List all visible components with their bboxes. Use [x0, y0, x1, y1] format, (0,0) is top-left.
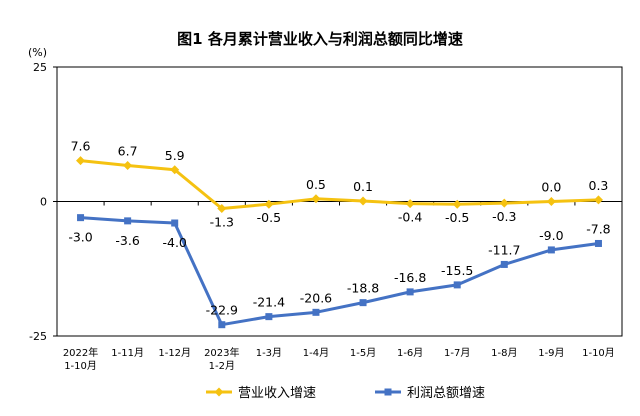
data-label: -3.6	[115, 233, 139, 248]
data-label: 7.6	[71, 139, 91, 154]
chart-title: 图1 各月累计营业收入与利润总额同比增速	[177, 30, 463, 48]
data-point	[406, 288, 414, 296]
data-label: -20.6	[300, 290, 332, 305]
data-point	[312, 308, 320, 316]
data-point	[547, 246, 555, 254]
legend-label: 营业收入增速	[238, 386, 316, 401]
data-label: -9.0	[539, 228, 563, 243]
y-tick-label: 25	[33, 61, 47, 74]
data-point	[452, 199, 462, 209]
series-line-profit	[80, 216, 599, 327]
data-point	[77, 214, 85, 222]
data-label: 6.7	[118, 143, 138, 158]
x-tick-label: 2023年	[204, 346, 239, 359]
x-tick-label: 1-11月	[111, 347, 144, 359]
x-tick-label: 1-10月	[64, 360, 97, 372]
data-label: 0.5	[306, 177, 326, 192]
x-tick-label: 1-9月	[538, 347, 564, 359]
data-label: 0.0	[541, 180, 561, 195]
data-point	[123, 160, 133, 170]
data-point	[500, 260, 508, 268]
data-label: -4.0	[163, 235, 187, 250]
legend-marker	[384, 388, 392, 396]
data-point	[217, 203, 227, 213]
data-label: -3.0	[68, 230, 92, 245]
y-tick-label: -25	[29, 330, 47, 343]
data-point	[405, 199, 415, 209]
x-tick-label: 1-4月	[303, 347, 329, 359]
legend-label: 利润总额增速	[407, 386, 485, 401]
data-label: 5.9	[165, 148, 185, 163]
data-point	[499, 198, 509, 208]
data-label: -18.8	[347, 281, 379, 296]
data-label: -1.3	[210, 214, 234, 229]
data-point	[76, 156, 86, 166]
data-label: -0.4	[398, 210, 422, 225]
data-point	[218, 321, 226, 329]
data-point	[593, 195, 603, 205]
series-line-revenue	[80, 159, 599, 210]
data-point	[359, 299, 367, 307]
data-point	[594, 239, 602, 247]
legend-marker	[214, 387, 224, 397]
x-tick-label: 1-6月	[397, 347, 423, 359]
data-label: -11.7	[488, 242, 520, 257]
x-tick-label: 1-10月	[582, 347, 615, 359]
data-point	[546, 197, 556, 206]
data-label: -15.5	[441, 263, 473, 278]
data-label: -22.9	[206, 303, 238, 318]
data-label: -16.8	[394, 270, 426, 285]
x-tick-label: 1-3月	[256, 347, 282, 359]
y-axis-unit: (%)	[28, 46, 47, 59]
legend: 营业收入增速 利润总额增速	[206, 386, 485, 401]
data-point	[265, 313, 273, 321]
data-label: -21.4	[253, 295, 285, 310]
data-label: 0.1	[353, 179, 373, 194]
data-point	[358, 196, 368, 206]
data-label: -7.8	[586, 221, 610, 236]
x-tick-label: 2022年	[63, 346, 98, 359]
x-tick-label: 1-2月	[209, 360, 235, 372]
x-tick-label: 1-7月	[444, 347, 470, 359]
data-point	[171, 219, 179, 227]
x-tick-label: 1-5月	[350, 347, 376, 359]
x-tick-label: 1-12月	[158, 347, 191, 359]
data-point	[124, 217, 132, 225]
data-point	[311, 194, 321, 204]
x-tick-label: 1-8月	[491, 347, 517, 359]
data-point	[453, 281, 461, 289]
data-point	[170, 165, 180, 175]
data-label: -0.3	[492, 209, 516, 224]
data-labels: 7.6 6.7 5.9 -1.3 -0.5 0.5 0.1 -0.4 -0.5 -0.3 0.0 0.…	[68, 139, 610, 318]
data-label: -0.5	[445, 210, 469, 225]
y-tick-label: 0	[40, 196, 47, 209]
data-label: 0.3	[589, 178, 609, 193]
data-point	[264, 199, 274, 209]
data-label: -0.5	[257, 210, 281, 225]
series-group	[76, 156, 603, 329]
